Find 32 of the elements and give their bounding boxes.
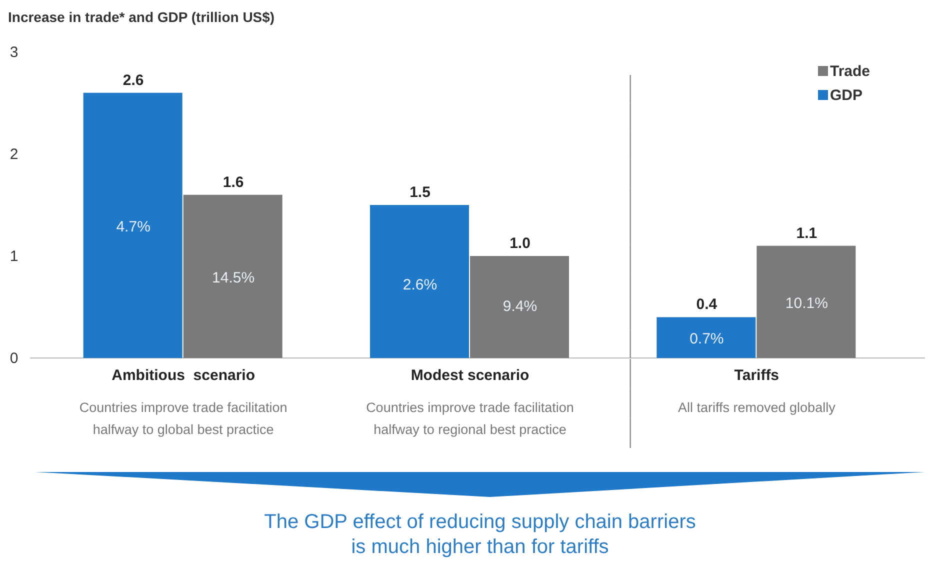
x-tick-label: Ambitious scenario	[112, 367, 256, 384]
annotation: 10.1%	[785, 294, 828, 312]
data-label: 1.1	[796, 224, 818, 242]
bar	[83, 92, 182, 358]
annotation: 9.4%	[502, 298, 538, 315]
legend-label: Trade	[830, 63, 870, 80]
data-label: 0.4	[696, 296, 718, 314]
bar	[756, 246, 856, 358]
bar	[656, 317, 756, 358]
data-label: 1.5	[410, 184, 430, 201]
text: All tariffs removed globally	[678, 400, 836, 415]
y-tick-label: 1	[10, 248, 18, 265]
y-tick-label: 3	[10, 44, 18, 61]
bar	[470, 256, 569, 358]
data-label: 1.0	[510, 235, 530, 252]
legend-label: GDP	[830, 87, 863, 104]
x-tick-label: Tariffs	[734, 367, 780, 384]
text: The GDP effect of reducing supply chain barriers is much higher than for tariffs	[264, 511, 696, 558]
y-tick-label: 2	[10, 146, 18, 163]
bar	[183, 194, 282, 358]
data-label: 1.6	[222, 174, 244, 191]
text: Countries improve trade facilitation halfway to global best practice	[79, 400, 288, 437]
y-tick-label: 0	[10, 350, 18, 367]
chart-title: Increase in trade* and GDP (trillion US$)	[8, 9, 275, 25]
annotation: 4.7%	[116, 218, 150, 236]
x-tick-label: Modest scenario	[410, 367, 530, 384]
annotation: 14.5%	[212, 269, 255, 286]
data-label: 2.6	[122, 72, 144, 89]
annotation: 0.7%	[690, 330, 724, 348]
bar	[370, 205, 469, 358]
text: Countries improve trade facilitation halfway to regional best practice	[366, 400, 574, 437]
annotation: 2.6%	[402, 276, 438, 294]
